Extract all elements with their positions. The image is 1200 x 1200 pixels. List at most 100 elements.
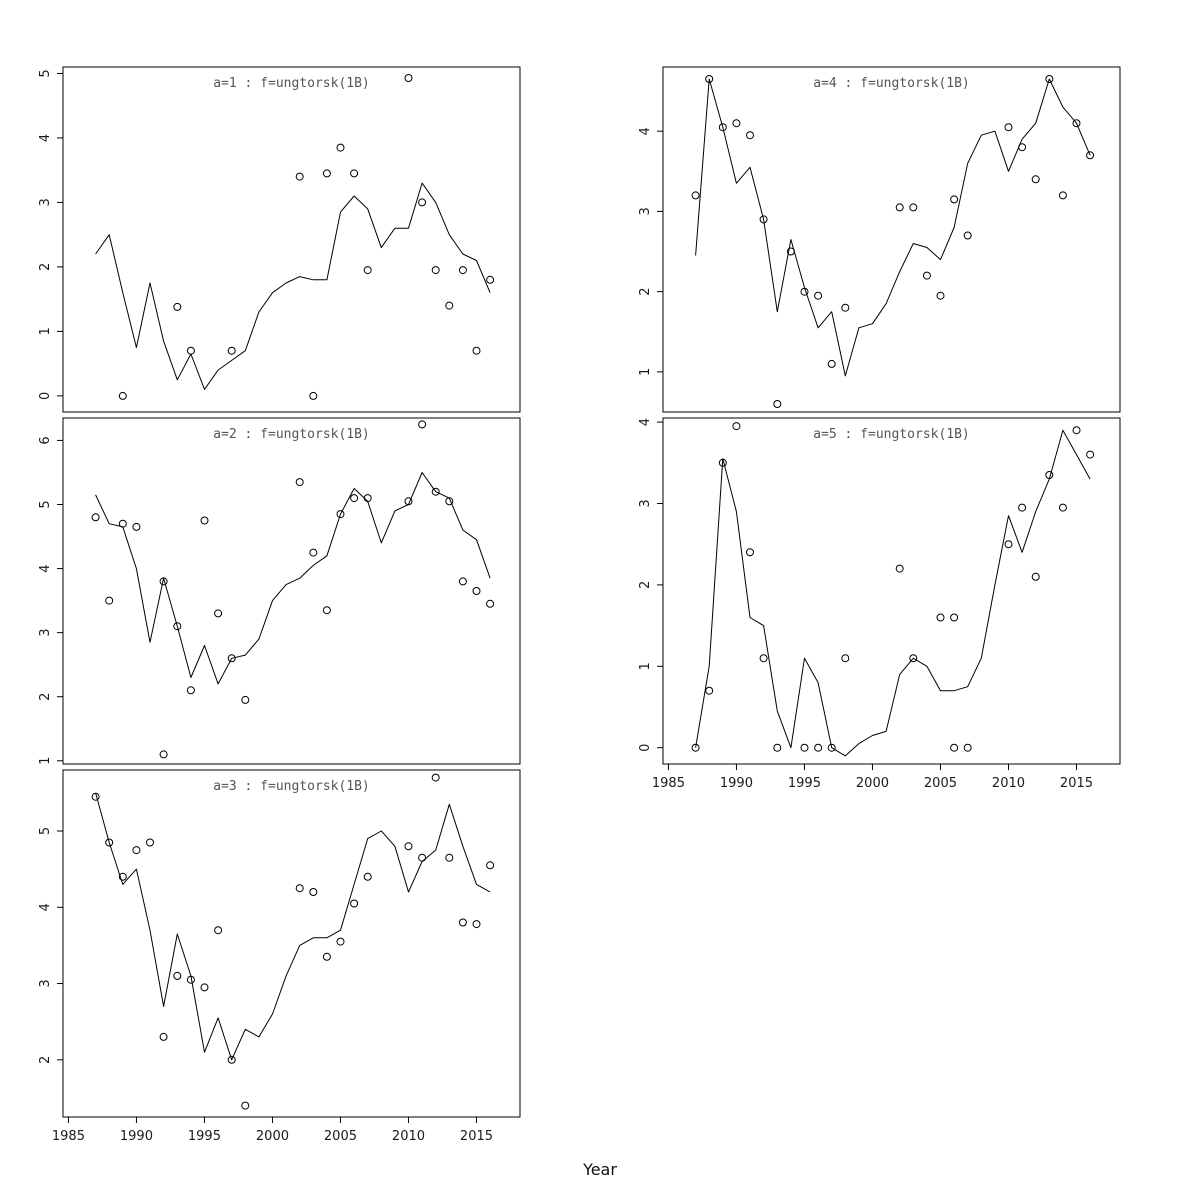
panel-border bbox=[62, 769, 521, 1118]
observation-point bbox=[159, 577, 168, 586]
observation-point bbox=[1058, 503, 1067, 512]
observation-point bbox=[1045, 75, 1054, 83]
x-tick-label: 2000 bbox=[256, 1129, 289, 1144]
panel-a4: a=4 : f=ungtorsk(1B) 1 2 3 4 bbox=[638, 66, 1121, 413]
observation-point bbox=[309, 888, 318, 896]
observation-point bbox=[350, 899, 359, 908]
observation-point bbox=[773, 400, 782, 408]
observation-point bbox=[118, 519, 127, 528]
observation-point bbox=[200, 516, 209, 525]
x-tick-label: 2010 bbox=[392, 1129, 425, 1144]
observation-point bbox=[486, 861, 495, 870]
observation-point bbox=[759, 215, 768, 224]
observation-point bbox=[909, 203, 918, 212]
observation-point bbox=[732, 119, 741, 128]
y-tick-label: 0 bbox=[638, 744, 653, 752]
observation-point bbox=[814, 743, 823, 752]
observation-point bbox=[950, 613, 959, 622]
x-tick-label: 1995 bbox=[788, 776, 821, 791]
observation-point bbox=[295, 172, 304, 181]
observation-point bbox=[950, 743, 959, 752]
observation-point bbox=[814, 291, 823, 300]
observation-point bbox=[1058, 191, 1067, 200]
observation-point bbox=[705, 686, 714, 695]
observation-point bbox=[295, 478, 304, 487]
observation-point bbox=[827, 359, 836, 368]
observation-point bbox=[363, 266, 372, 275]
observation-point bbox=[336, 510, 345, 519]
x-tick-label: 1990 bbox=[720, 776, 753, 791]
panel-title: a=4 : f=ungtorsk(1B) bbox=[813, 76, 970, 91]
x-tick-label: 2005 bbox=[324, 1129, 357, 1144]
observation-point bbox=[404, 497, 413, 506]
panel-border bbox=[662, 66, 1121, 413]
x-tick-label: 2005 bbox=[924, 776, 957, 791]
y-tick-label: 2 bbox=[38, 1056, 53, 1064]
observation-point bbox=[1086, 450, 1095, 459]
x-tick-label: 1985 bbox=[652, 776, 685, 791]
observation-point bbox=[773, 743, 782, 752]
observation-point bbox=[827, 743, 836, 752]
y-tick-label: 1 bbox=[638, 368, 653, 376]
y-tick-label: 4 bbox=[38, 564, 53, 572]
observation-point bbox=[91, 513, 100, 522]
observation-point bbox=[691, 191, 700, 200]
observation-point bbox=[322, 952, 331, 961]
observation-point bbox=[746, 548, 754, 557]
panel-title: a=1 : f=ungtorsk(1B) bbox=[213, 76, 370, 91]
observation-point bbox=[241, 695, 250, 704]
observation-point bbox=[418, 853, 427, 862]
observation-point bbox=[445, 301, 454, 310]
observation-point bbox=[1072, 119, 1081, 128]
y-tick-label: 0 bbox=[38, 392, 53, 400]
observation-point bbox=[173, 622, 182, 631]
observation-point bbox=[445, 853, 454, 862]
panel-title: a=5 : f=ungtorsk(1B) bbox=[813, 427, 970, 442]
observation-point bbox=[936, 291, 945, 300]
observation-point bbox=[309, 391, 318, 400]
y-tick-label: 1 bbox=[38, 327, 53, 335]
observation-point bbox=[1031, 572, 1040, 581]
observation-point bbox=[718, 458, 727, 467]
observation-point bbox=[786, 247, 795, 256]
x-tick-label: 1995 bbox=[188, 1129, 221, 1144]
y-tick-label: 2 bbox=[38, 693, 53, 701]
y-tick-label: 1 bbox=[38, 757, 53, 765]
observation-point bbox=[363, 872, 372, 881]
panel-a2: a=2 : f=ungtorsk(1B) 1 2 3 4 5 6 bbox=[38, 417, 521, 765]
observation-point bbox=[173, 302, 182, 311]
observation-point bbox=[458, 266, 467, 275]
observation-point bbox=[186, 686, 195, 695]
observation-point bbox=[732, 422, 741, 431]
y-tick-label: 2 bbox=[638, 288, 653, 296]
observation-point bbox=[418, 198, 427, 207]
y-tick-label: 3 bbox=[38, 979, 53, 987]
observation-point bbox=[800, 287, 809, 296]
observation-point bbox=[336, 937, 345, 946]
observation-point bbox=[159, 1032, 168, 1041]
observation-point bbox=[91, 792, 100, 801]
fitted-line bbox=[695, 78, 1091, 377]
observation-point bbox=[350, 169, 359, 178]
observation-point bbox=[472, 920, 481, 929]
observation-point bbox=[486, 599, 495, 608]
fitted-line bbox=[695, 429, 1091, 757]
y-tick-label: 3 bbox=[638, 499, 653, 507]
observation-point bbox=[472, 346, 481, 355]
observation-point bbox=[841, 303, 850, 312]
x-tick-label: 2000 bbox=[856, 776, 889, 791]
observation-point bbox=[691, 743, 700, 752]
x-tick-label: 2015 bbox=[460, 1129, 493, 1144]
observation-point bbox=[227, 1055, 236, 1064]
y-tick-label: 3 bbox=[38, 629, 53, 637]
y-tick-label: 1 bbox=[638, 662, 653, 670]
y-tick-label: 3 bbox=[38, 198, 53, 206]
y-tick-label: 4 bbox=[38, 903, 53, 911]
observation-point bbox=[336, 143, 345, 152]
y-tick-label: 4 bbox=[638, 127, 653, 135]
observation-point bbox=[227, 346, 236, 355]
observation-point bbox=[472, 587, 481, 595]
panel-a3: a=3 : f=ungtorsk(1B) 2 3 4 5 1985 1990 1995 2000… bbox=[38, 769, 521, 1144]
